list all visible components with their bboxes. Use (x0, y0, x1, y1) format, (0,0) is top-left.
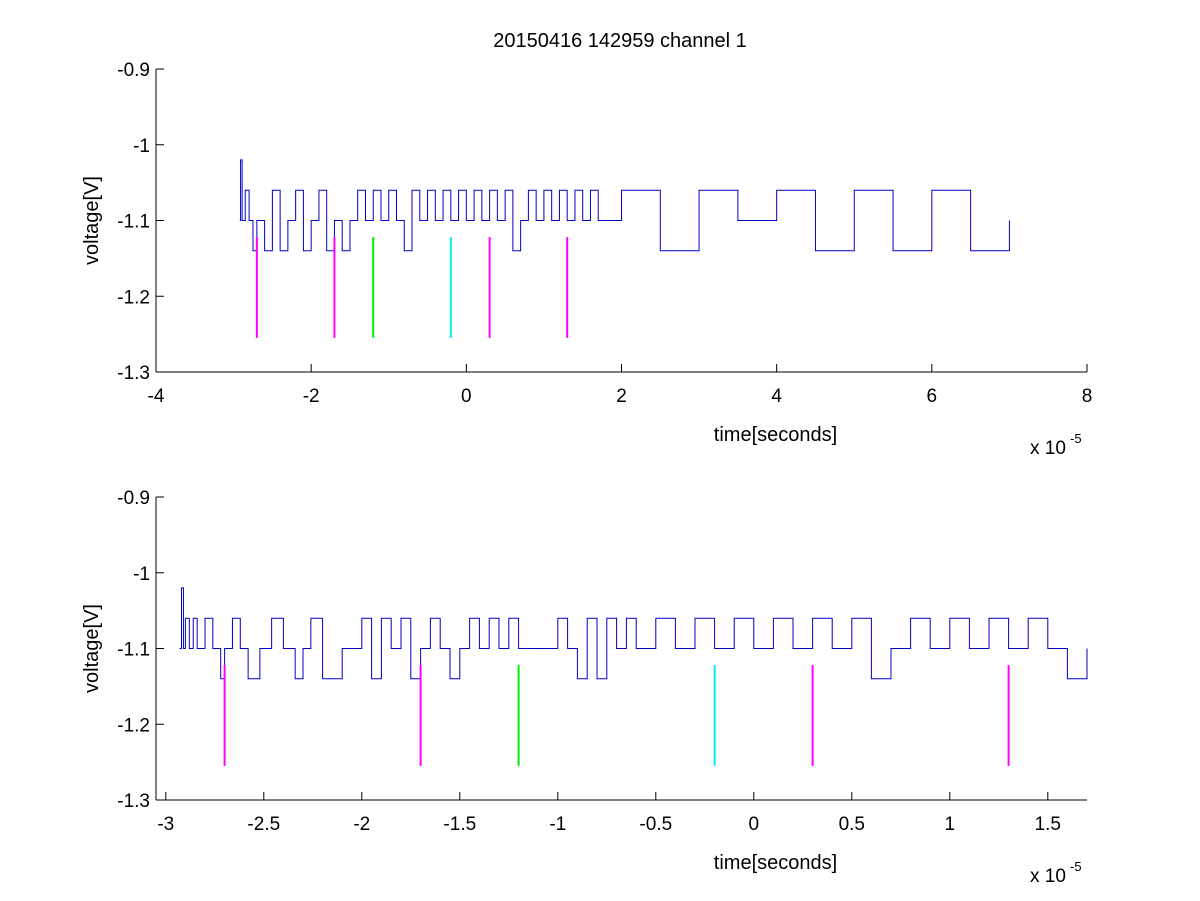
x-tick-label: 1 (945, 814, 956, 835)
y-tick-label: -0.9 (117, 488, 150, 509)
x-axis-exponent: -5 (1070, 859, 1082, 874)
x-tick-label: -2 (303, 386, 320, 407)
x-tick-label: -2 (353, 814, 370, 835)
x-tick-label: -3 (157, 814, 174, 835)
x-tick-label: -0.5 (639, 814, 672, 835)
y-tick-label: -1 (133, 564, 150, 585)
y-axis-label: voltage[V] (81, 176, 103, 265)
x-tick-label: 0 (461, 386, 472, 407)
x-tick-label: -2.5 (247, 814, 280, 835)
y-tick-label: -1.3 (117, 363, 150, 384)
y-tick-label: -1.1 (117, 640, 150, 661)
y-tick-label: -1 (133, 136, 150, 157)
x-tick-label: 6 (927, 386, 938, 407)
x-tick-label: -1.5 (443, 814, 476, 835)
y-tick-label: -0.9 (117, 60, 150, 81)
y-axis-label: voltage[V] (81, 604, 103, 693)
x-axis-label: time[seconds] (714, 852, 837, 874)
x-axis-multiplier: x 10 (1030, 866, 1066, 887)
x-tick-label: 1.5 (1035, 814, 1061, 835)
x-tick-label: -1 (549, 814, 566, 835)
x-axis-multiplier: x 10 (1030, 438, 1066, 459)
x-tick-label: 0 (749, 814, 760, 835)
y-tick-label: -1.2 (117, 715, 150, 736)
top-plot: -1.3 -1.2 -1.1 -1 -0.9 -4 -2 0 2 4 6 8 time[seconds]… (81, 60, 1092, 459)
y-tick-label: -1.1 (117, 212, 150, 233)
series-line (179, 587, 1088, 680)
y-tick-label: -1.2 (117, 287, 150, 308)
x-axis-label: time[seconds] (714, 424, 837, 446)
x-tick-label: -4 (148, 386, 165, 407)
series-line (239, 159, 1010, 252)
figure-title: 20150416 142959 channel 1 (493, 30, 747, 52)
x-tick-label: 0.5 (839, 814, 865, 835)
x-tick-label: 4 (771, 386, 782, 407)
y-tick-label: -1.3 (117, 791, 150, 812)
x-axis-exponent: -5 (1070, 431, 1082, 446)
bottom-plot: -1.3 -1.2 -1.1 -1 -0.9 -3 -2.5 -2 -1.5 -1 -0.5 0 0.5… (81, 488, 1088, 887)
x-tick-label: 2 (616, 386, 627, 407)
x-tick-label: 8 (1082, 386, 1093, 407)
